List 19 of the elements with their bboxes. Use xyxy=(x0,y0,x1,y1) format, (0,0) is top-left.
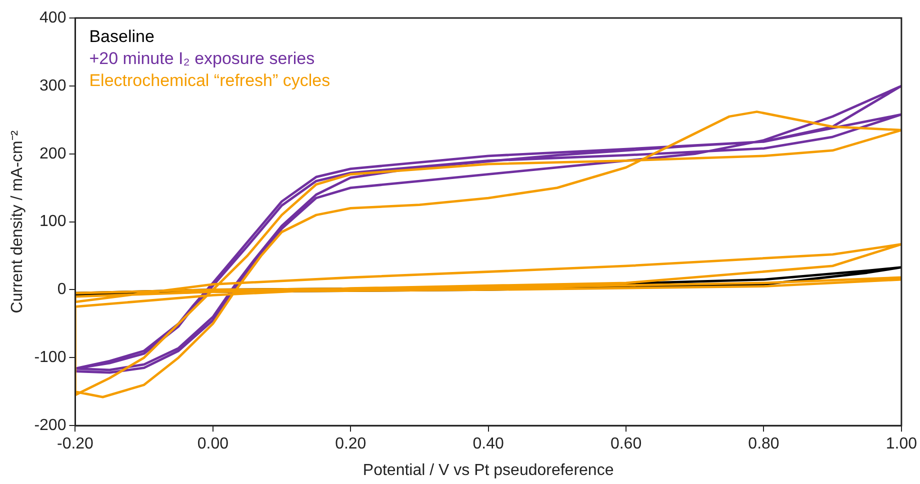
y-axis-title: Current density / mA-cm⁻² xyxy=(9,130,26,314)
text: +20 minute I₂ exposure series xyxy=(89,48,316,70)
x-tick-label: 0.40 xyxy=(472,436,504,453)
y-tick-label: 0 xyxy=(57,281,66,298)
y-tick-label: 200 xyxy=(40,145,66,162)
text: Baseline xyxy=(89,26,156,48)
y-tick-label: 400 xyxy=(40,9,66,26)
x-tick-label: 0.20 xyxy=(335,436,366,453)
x-tick-label: 0.60 xyxy=(610,436,642,453)
x-tick-label: 0.80 xyxy=(748,436,780,453)
y-tick-label: 100 xyxy=(40,213,66,230)
y-tick-label: -100 xyxy=(34,349,66,366)
x-tick-label: 0.00 xyxy=(197,436,229,453)
x-axis-title: Potential / V vs Pt pseudoreference xyxy=(362,462,614,479)
text: Electrochemical “refresh” cycles xyxy=(89,70,330,92)
y-tick-label: 300 xyxy=(40,77,66,94)
x-tick-label: -0.20 xyxy=(56,436,94,453)
x-tick-label: 1.00 xyxy=(886,436,918,453)
y-tick-label: -200 xyxy=(34,417,66,434)
